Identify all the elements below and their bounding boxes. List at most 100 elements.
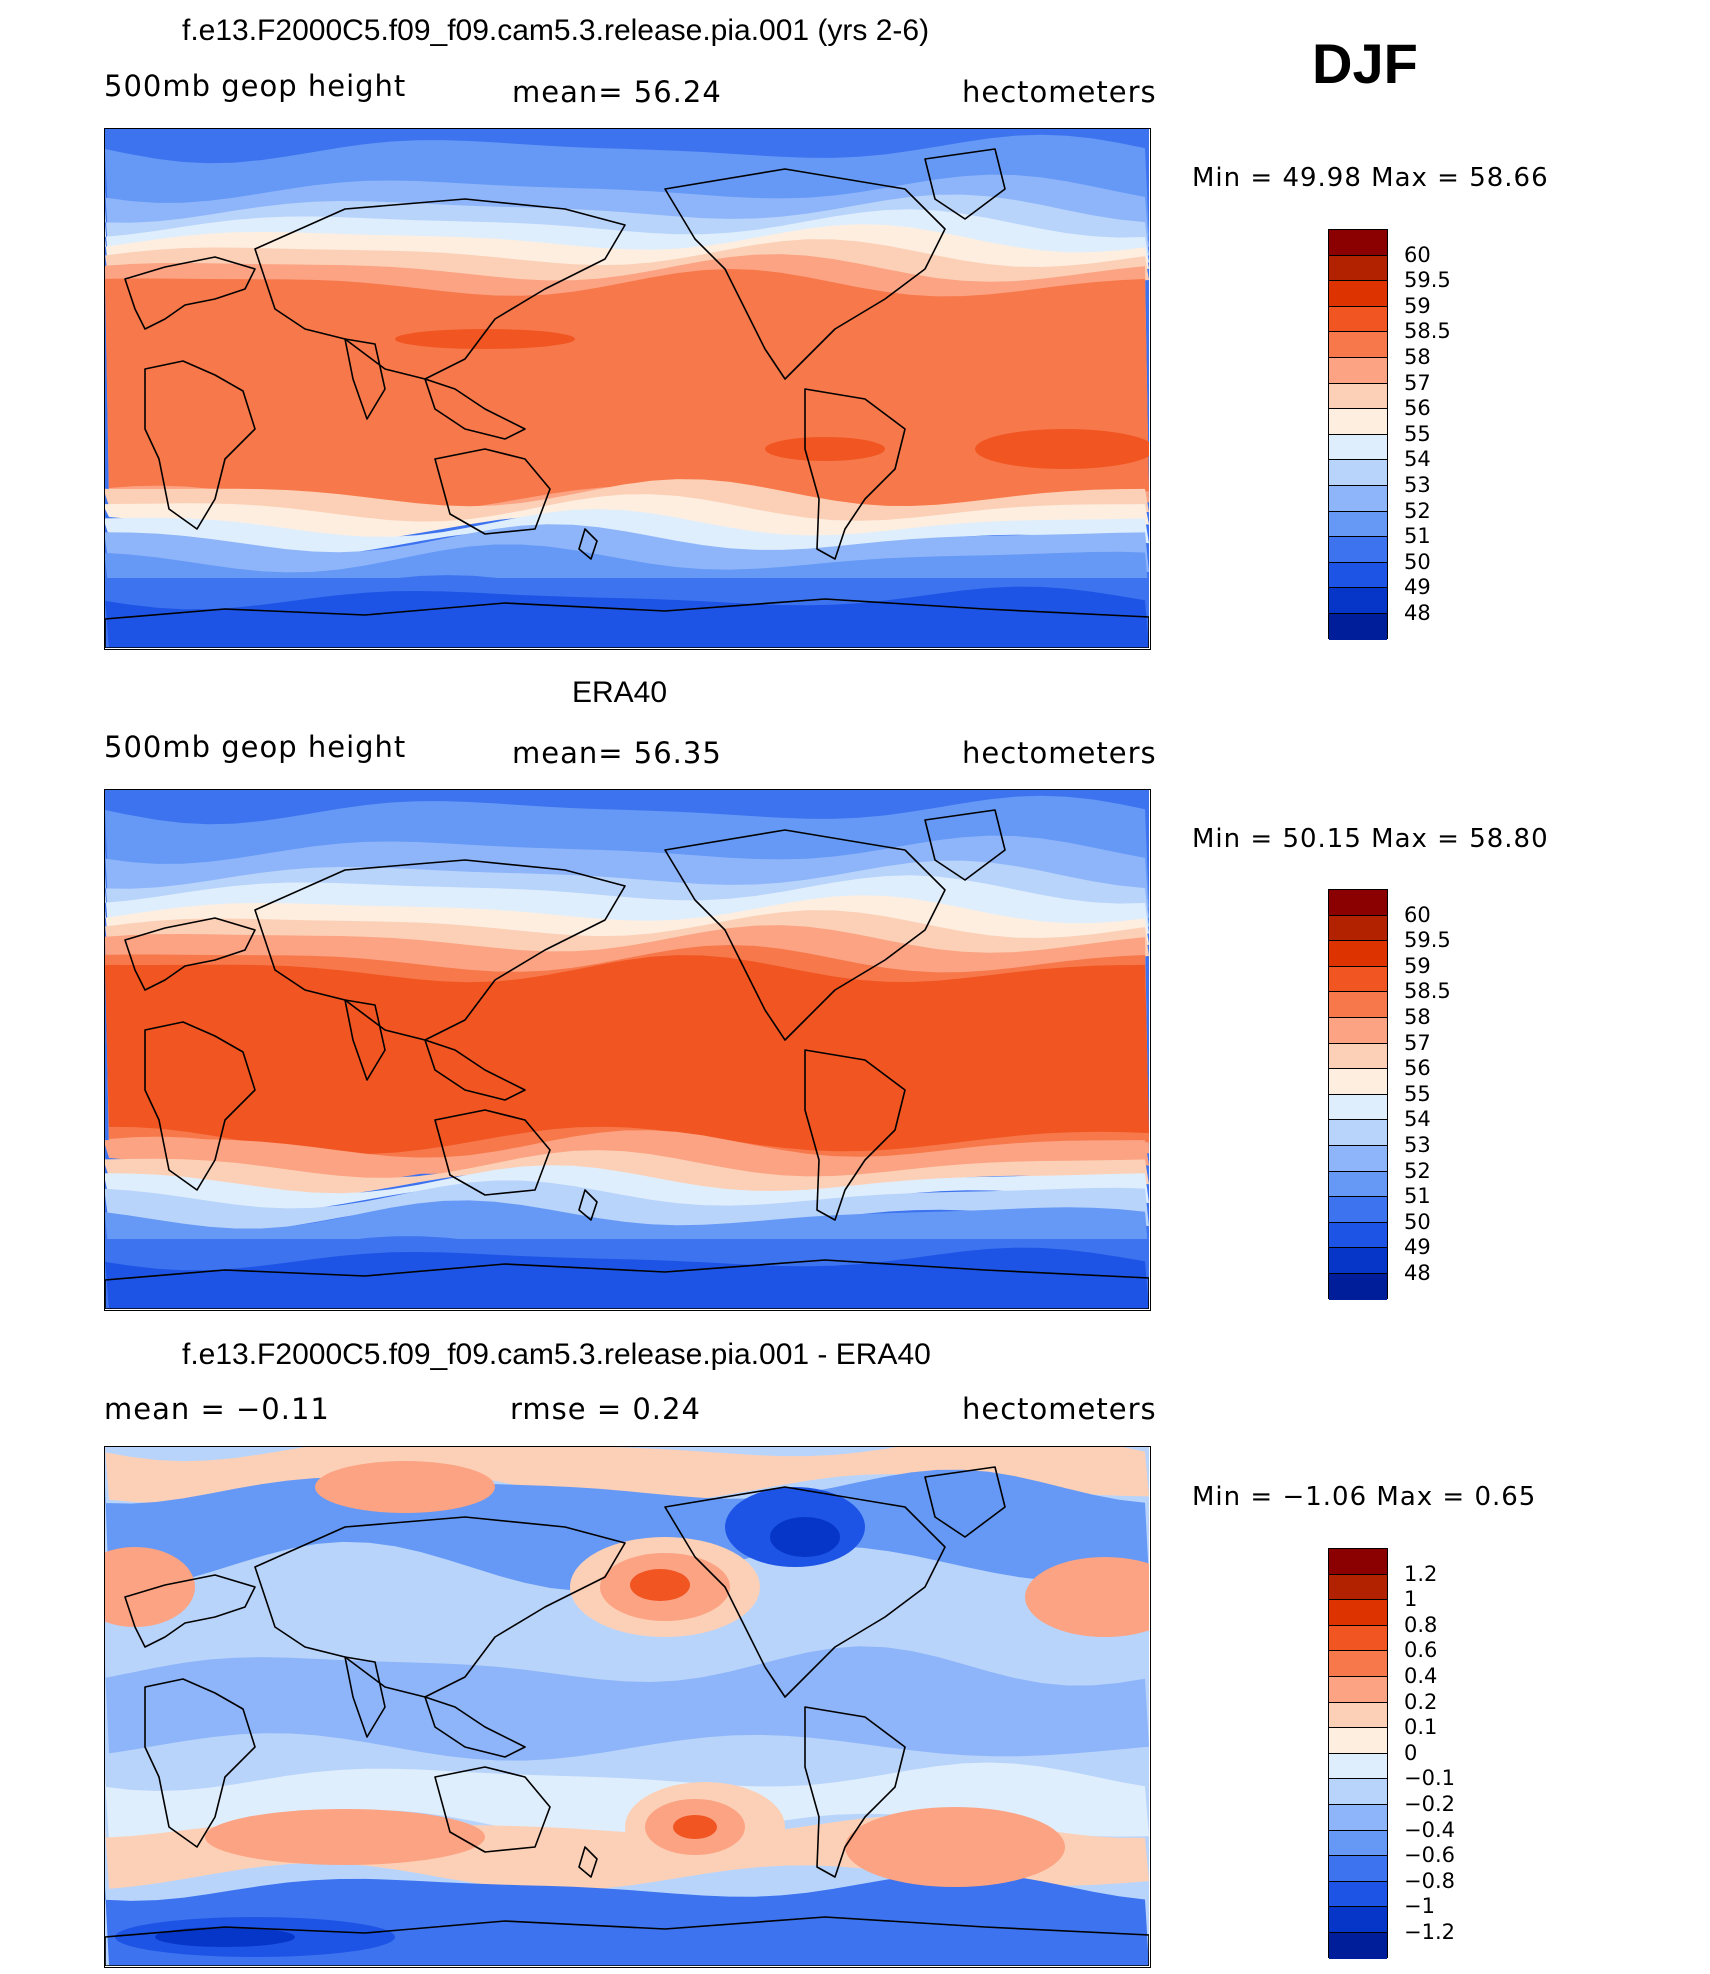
colorbar-tick-label: 56 <box>1404 396 1431 421</box>
panel-3-minmax: Min = −1.06 Max = 0.65 <box>1192 1482 1537 1512</box>
panel-1-units-label: hectometers <box>962 75 1157 109</box>
colorbar-tick-label: −0.4 <box>1404 1817 1455 1842</box>
panel-2-colorbar <box>1328 889 1388 1300</box>
colorbar-tick-label: −0.8 <box>1404 1868 1455 1893</box>
colorbar-swatch <box>1329 1856 1387 1882</box>
colorbar-tick-label: −1.2 <box>1404 1920 1455 1944</box>
anomaly-contour <box>1025 1557 1149 1637</box>
coastline <box>664 168 946 380</box>
panel-3-map <box>104 1446 1151 1968</box>
panel-3-colorbar <box>1328 1548 1388 1959</box>
colorbar-tick-label: 54 <box>1404 447 1431 472</box>
panel-3-mean-label: mean = −0.11 <box>104 1392 330 1426</box>
coastline <box>664 829 946 1041</box>
colorbar-tick-label: 54 <box>1404 1107 1431 1132</box>
coastline <box>105 598 1149 648</box>
coastline <box>434 1766 551 1853</box>
colorbar-swatch <box>1329 1830 1387 1857</box>
coastline <box>344 999 386 1081</box>
colorbar-tick-label: 0.6 <box>1404 1638 1438 1663</box>
colorbar-tick-label: 56 <box>1404 1056 1431 1081</box>
colorbar-swatch <box>1329 1702 1387 1729</box>
colorbar-swatch <box>1329 941 1387 967</box>
colorbar-swatch <box>1329 1676 1387 1703</box>
colorbar-tick-label: 57 <box>1404 370 1431 395</box>
colorbar-swatch <box>1329 1120 1387 1146</box>
coastline <box>924 148 1006 220</box>
coastline <box>344 338 386 420</box>
colorbar-swatch <box>1329 1907 1387 1933</box>
panel-3-rmse-label: rmse = 0.24 <box>510 1392 701 1426</box>
colorbar-swatch <box>1329 511 1387 538</box>
colorbar-swatch <box>1329 1549 1387 1575</box>
colorbar-tick-label: 60 <box>1404 902 1431 927</box>
colorbar-tick-label: −0.2 <box>1404 1792 1455 1816</box>
colorbar-swatch <box>1329 1094 1387 1121</box>
panel-2-units-label: hectometers <box>962 736 1157 770</box>
height-contour-band <box>105 544 1149 603</box>
colorbar-swatch <box>1329 1779 1387 1805</box>
colorbar-tick-label: 57 <box>1404 1030 1431 1055</box>
colorbar-tick-label: 0.1 <box>1404 1715 1438 1740</box>
coastline <box>424 1696 526 1758</box>
coastline <box>804 1049 906 1221</box>
panel-1-variable-label: 500mb geop height <box>104 69 407 103</box>
season-label: DJF <box>1312 32 1418 95</box>
colorbar-swatch <box>1329 1197 1387 1223</box>
coastline <box>144 1678 256 1848</box>
colorbar-swatch <box>1329 588 1387 614</box>
colorbar-swatch <box>1329 1753 1387 1780</box>
colorbar-swatch <box>1329 1248 1387 1274</box>
colorbar-tick-label: 58.5 <box>1404 319 1451 344</box>
colorbar-tick-label: 51 <box>1404 1184 1431 1209</box>
colorbar-swatch <box>1329 485 1387 512</box>
colorbar-tick-label: 50 <box>1404 549 1431 574</box>
height-contour-band <box>105 1165 1149 1214</box>
coastline <box>804 388 906 560</box>
height-contour-max <box>765 437 885 461</box>
colorbar-tick-label: 58.5 <box>1404 979 1451 1004</box>
height-contour-band <box>105 955 1149 1154</box>
colorbar-tick-label: 49 <box>1404 575 1431 600</box>
panel-3-units-label: hectometers <box>962 1392 1157 1426</box>
colorbar-swatch <box>1329 1273 1387 1300</box>
colorbar-swatch <box>1329 1145 1387 1172</box>
panel-1-minmax: Min = 49.98 Max = 58.66 <box>1192 163 1549 193</box>
colorbar-swatch <box>1329 383 1387 410</box>
colorbar-tick-label: 60 <box>1404 242 1431 267</box>
panel-2-mean-label: mean= 56.35 <box>512 736 722 770</box>
colorbar-swatch <box>1329 1017 1387 1044</box>
colorbar-tick-label: 52 <box>1404 498 1431 523</box>
colorbar-tick-label: 52 <box>1404 1158 1431 1183</box>
colorbar-swatch <box>1329 255 1387 282</box>
colorbar-swatch <box>1329 1881 1387 1908</box>
colorbar-tick-label: 55 <box>1404 421 1431 446</box>
anomaly-contour <box>155 1927 295 1947</box>
anomaly-contour <box>845 1807 1065 1887</box>
colorbar-tick-label: −0.1 <box>1404 1766 1455 1791</box>
coastline <box>924 1466 1006 1538</box>
panel-3-title: f.e13.F2000C5.f09_f09.cam5.3.release.pia… <box>182 1338 931 1371</box>
height-contour-band <box>105 269 1149 513</box>
colorbar-swatch <box>1329 409 1387 435</box>
colorbar-swatch <box>1329 281 1387 307</box>
panel-2-minmax: Min = 50.15 Max = 58.80 <box>1192 824 1549 854</box>
coastline <box>434 1109 551 1196</box>
colorbar-swatch <box>1329 613 1387 640</box>
coastline <box>124 917 256 991</box>
height-contour-max <box>975 429 1149 469</box>
colorbar-tick-label: −0.6 <box>1404 1843 1455 1868</box>
anomaly-contour <box>205 1809 485 1865</box>
colorbar-swatch <box>1329 460 1387 486</box>
field-band <box>105 1247 1149 1309</box>
coastline <box>254 198 626 380</box>
colorbar-swatch <box>1329 992 1387 1018</box>
colorbar-swatch <box>1329 1574 1387 1601</box>
colorbar-swatch <box>1329 562 1387 589</box>
panel-1-colorbar <box>1328 229 1388 640</box>
anomaly-contour <box>630 1569 690 1601</box>
colorbar-swatch <box>1329 332 1387 358</box>
colorbar-tick-label: 51 <box>1404 524 1431 549</box>
colorbar-tick-label: 1 <box>1404 1587 1418 1612</box>
coastline <box>144 1021 256 1191</box>
